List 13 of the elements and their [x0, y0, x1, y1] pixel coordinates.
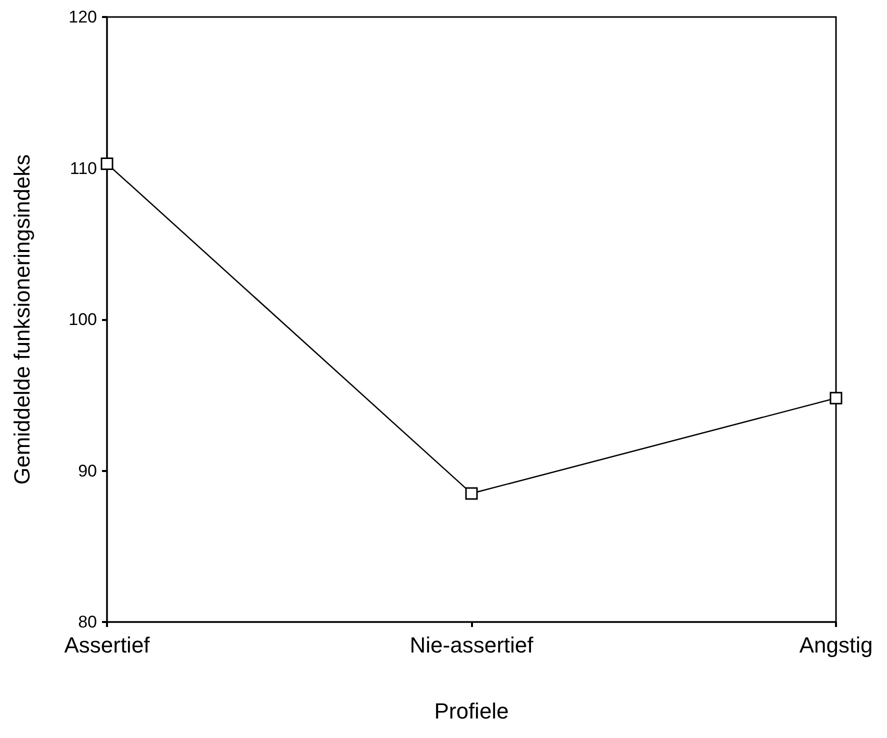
- y-tick-label: 90: [78, 461, 97, 480]
- point: [100, 157, 114, 170]
- x-tick-label: Nie-assertief: [410, 632, 534, 658]
- x-tick-label: Assertief: [64, 632, 151, 658]
- y-tick-label: 100: [68, 310, 97, 329]
- y-tick-label: 120: [68, 8, 97, 26]
- y-tick-label: 80: [78, 612, 97, 632]
- x-axis-title: Profiele: [434, 698, 509, 724]
- point: [830, 392, 842, 404]
- y-axis-title: Gemiddelde funksioneringsindeks: [10, 154, 34, 485]
- x-tick-label: Angstig: [799, 632, 873, 658]
- y-tick-label: 110: [70, 158, 97, 178]
- point: [465, 487, 478, 500]
